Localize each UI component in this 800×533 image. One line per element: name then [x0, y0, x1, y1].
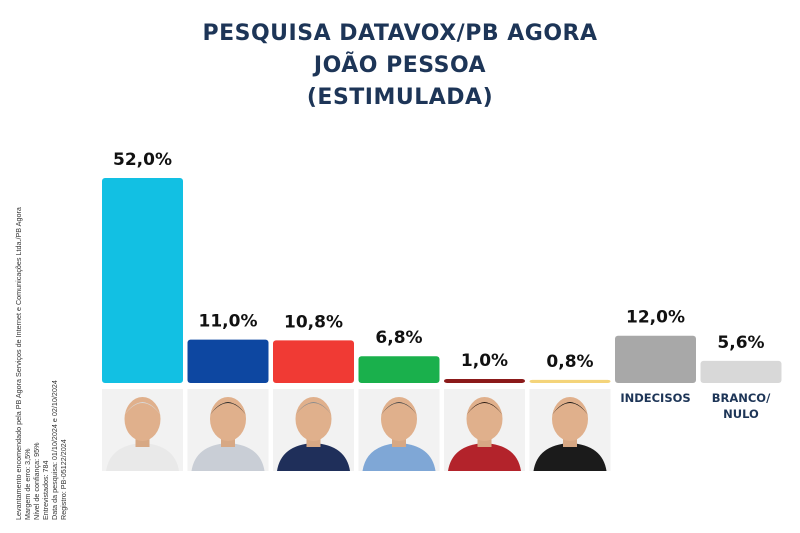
candidate-photo-3 — [273, 389, 354, 471]
bar-6 — [529, 379, 611, 383]
bar-2 — [187, 339, 269, 383]
value-label-7: 12,0% — [626, 308, 685, 328]
candidate-photo-5 — [444, 389, 525, 471]
chart-title: PESQUISA DATAVOX/PB AGORA JOÃO PESSOA (E… — [0, 18, 800, 114]
value-label-5: 1,0% — [461, 351, 508, 371]
bar-7 — [615, 335, 696, 383]
value-label-2: 11,0% — [199, 312, 258, 332]
title-line-3: (ESTIMULADA) — [306, 85, 494, 110]
bar-3 — [273, 340, 354, 383]
category-label-7-line-1: INDECISOS — [620, 391, 690, 405]
bar-8 — [700, 360, 782, 383]
value-label-8: 5,6% — [717, 333, 764, 353]
bar-5 — [444, 379, 525, 383]
candidate-photo-6 — [529, 389, 611, 471]
category-label-8-line-2: NULO — [723, 407, 759, 421]
bar-4 — [358, 356, 440, 383]
candidate-photo-4 — [358, 389, 440, 471]
value-label-6: 0,8% — [546, 352, 593, 372]
category-label-8-line-1: BRANCO/ — [712, 391, 771, 405]
value-label-3: 10,8% — [284, 312, 343, 332]
candidate-photo-2 — [187, 389, 269, 471]
title-line-2: JOÃO PESSOA — [313, 53, 487, 78]
bar-1 — [102, 178, 183, 383]
candidate-photo-1 — [102, 389, 183, 471]
value-label-1: 52,0% — [113, 150, 172, 170]
value-label-4: 6,8% — [375, 328, 422, 348]
title-line-1: PESQUISA DATAVOX/PB AGORA — [202, 21, 598, 46]
